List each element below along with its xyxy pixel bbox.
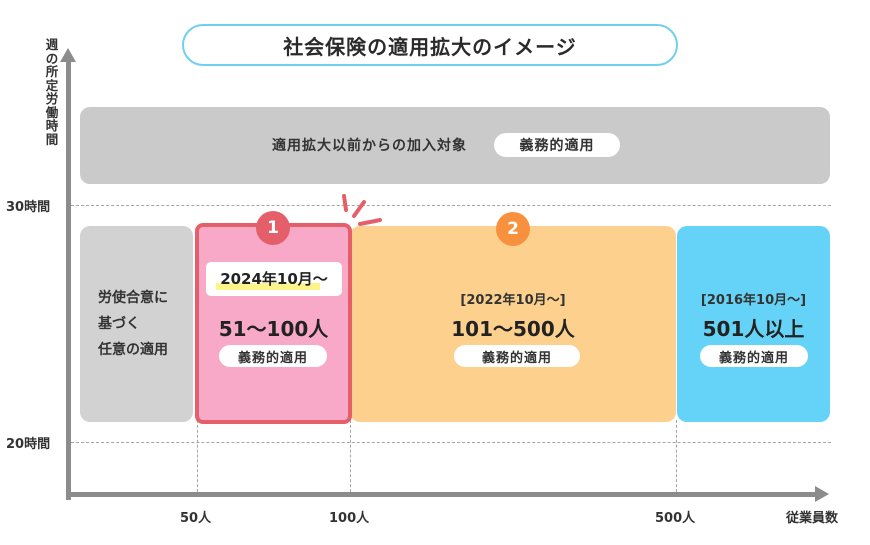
segment-3-date: [2016年10月〜] (700, 293, 807, 308)
y-axis-label-char: 働 (45, 104, 59, 120)
segment-2-badge: 義務的適用 (454, 345, 580, 367)
x-axis-label: 従業員数 (786, 511, 839, 526)
voluntary-line: 任意の適用 (98, 342, 168, 358)
y-axis-label: 週 の 所 定 労 働 時 間 (43, 38, 61, 146)
y-axis-line (66, 60, 71, 500)
segment-501-plus (677, 226, 830, 422)
segment-3-range: 501人以上 (702, 317, 805, 341)
x-axis-arrowhead (815, 486, 829, 502)
segment-number-2: 2 (496, 212, 530, 246)
top-band (80, 107, 830, 184)
highlight-mark (216, 283, 320, 290)
y-axis-label-char: 週 (45, 37, 59, 52)
y-axis-label-char: の (45, 50, 59, 66)
y-axis-arrowhead (60, 48, 76, 62)
y-tick-30h: 30時間 (6, 200, 51, 215)
x-tick-50: 50人 (180, 511, 212, 526)
top-band-label: 適用拡大以前からの加入対象 (272, 138, 467, 154)
segment-1-date: 2024年10月〜 (220, 270, 328, 288)
gridline-50 (197, 420, 198, 492)
gridline-100 (350, 420, 351, 492)
y-axis-label-char: 定 (45, 77, 59, 93)
segment-2-range: 101〜500人 (451, 317, 575, 341)
y-axis-label-char: 労 (45, 91, 59, 106)
x-axis-line (66, 492, 818, 497)
gridline-20h (71, 442, 831, 443)
voluntary-text: 労使合意に 基づく 任意の適用 (98, 285, 168, 363)
burst-icon (342, 194, 382, 226)
segment-1-date-box (206, 262, 342, 296)
segment-number-1: 1 (256, 211, 290, 245)
page-title: 社会保険の適用拡大のイメージ (182, 24, 678, 66)
segment-1-badge: 義務的適用 (219, 345, 327, 367)
gridline-30h (71, 205, 831, 206)
segment-1-range: 51〜100人 (218, 317, 329, 341)
segment-3-badge: 義務的適用 (700, 345, 808, 367)
voluntary-line: 基づく (98, 316, 140, 332)
x-tick-500: 500人 (655, 511, 696, 526)
voluntary-line: 労使合意に (98, 290, 168, 306)
y-axis-label-char: 所 (45, 64, 59, 79)
segment-101-500 (350, 226, 676, 422)
y-axis-label-char: 間 (45, 131, 59, 147)
segment-2-date: [2022年10月〜] (460, 293, 566, 308)
voluntary-box (80, 226, 193, 422)
x-tick-100: 100人 (329, 511, 370, 526)
gridline-500 (676, 420, 677, 492)
y-axis-label-char: 時 (45, 118, 59, 133)
top-band-badge: 義務的適用 (494, 133, 620, 157)
y-tick-20h: 20時間 (6, 437, 51, 452)
